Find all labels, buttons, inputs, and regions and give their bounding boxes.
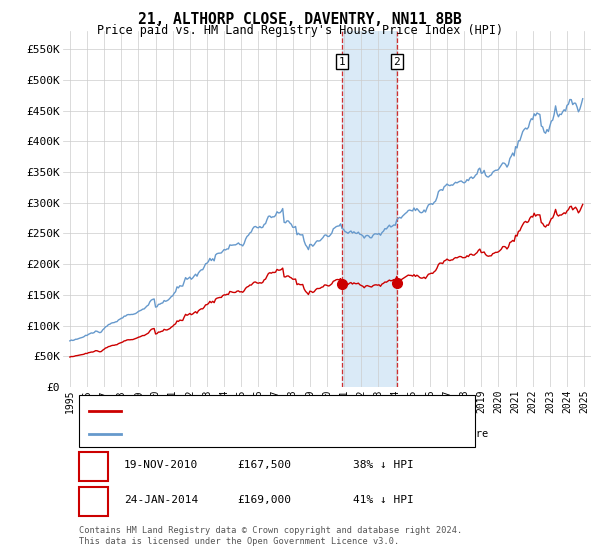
Text: 24-JAN-2014: 24-JAN-2014 [124, 495, 198, 505]
Bar [342, 31, 397, 387]
Text: £167,500: £167,500 [237, 460, 291, 470]
Text: HPI: Average price, detached house, West Northamptonshire: HPI: Average price, detached house, West… [131, 429, 488, 439]
Text: 2: 2 [394, 57, 400, 67]
FancyBboxPatch shape [79, 395, 475, 447]
Text: £169,000: £169,000 [237, 495, 291, 505]
Text: Contains HM Land Registry data © Crown copyright and database right 2024.
This d: Contains HM Land Registry data © Crown c… [79, 526, 462, 545]
Text: Price paid vs. HM Land Registry's House Price Index (HPI): Price paid vs. HM Land Registry's House … [97, 24, 503, 37]
Text: 1: 1 [89, 458, 97, 471]
Text: 1: 1 [339, 57, 346, 67]
Text: 2: 2 [89, 494, 97, 507]
Text: 21, ALTHORP CLOSE, DAVENTRY, NN11 8BB (detached house): 21, ALTHORP CLOSE, DAVENTRY, NN11 8BB (d… [131, 406, 469, 416]
Text: 21, ALTHORP CLOSE, DAVENTRY, NN11 8BB: 21, ALTHORP CLOSE, DAVENTRY, NN11 8BB [138, 12, 462, 27]
FancyBboxPatch shape [79, 487, 108, 516]
Text: 38% ↓ HPI: 38% ↓ HPI [353, 460, 414, 470]
FancyBboxPatch shape [79, 452, 108, 481]
Text: 41% ↓ HPI: 41% ↓ HPI [353, 495, 414, 505]
Text: 19-NOV-2010: 19-NOV-2010 [124, 460, 198, 470]
